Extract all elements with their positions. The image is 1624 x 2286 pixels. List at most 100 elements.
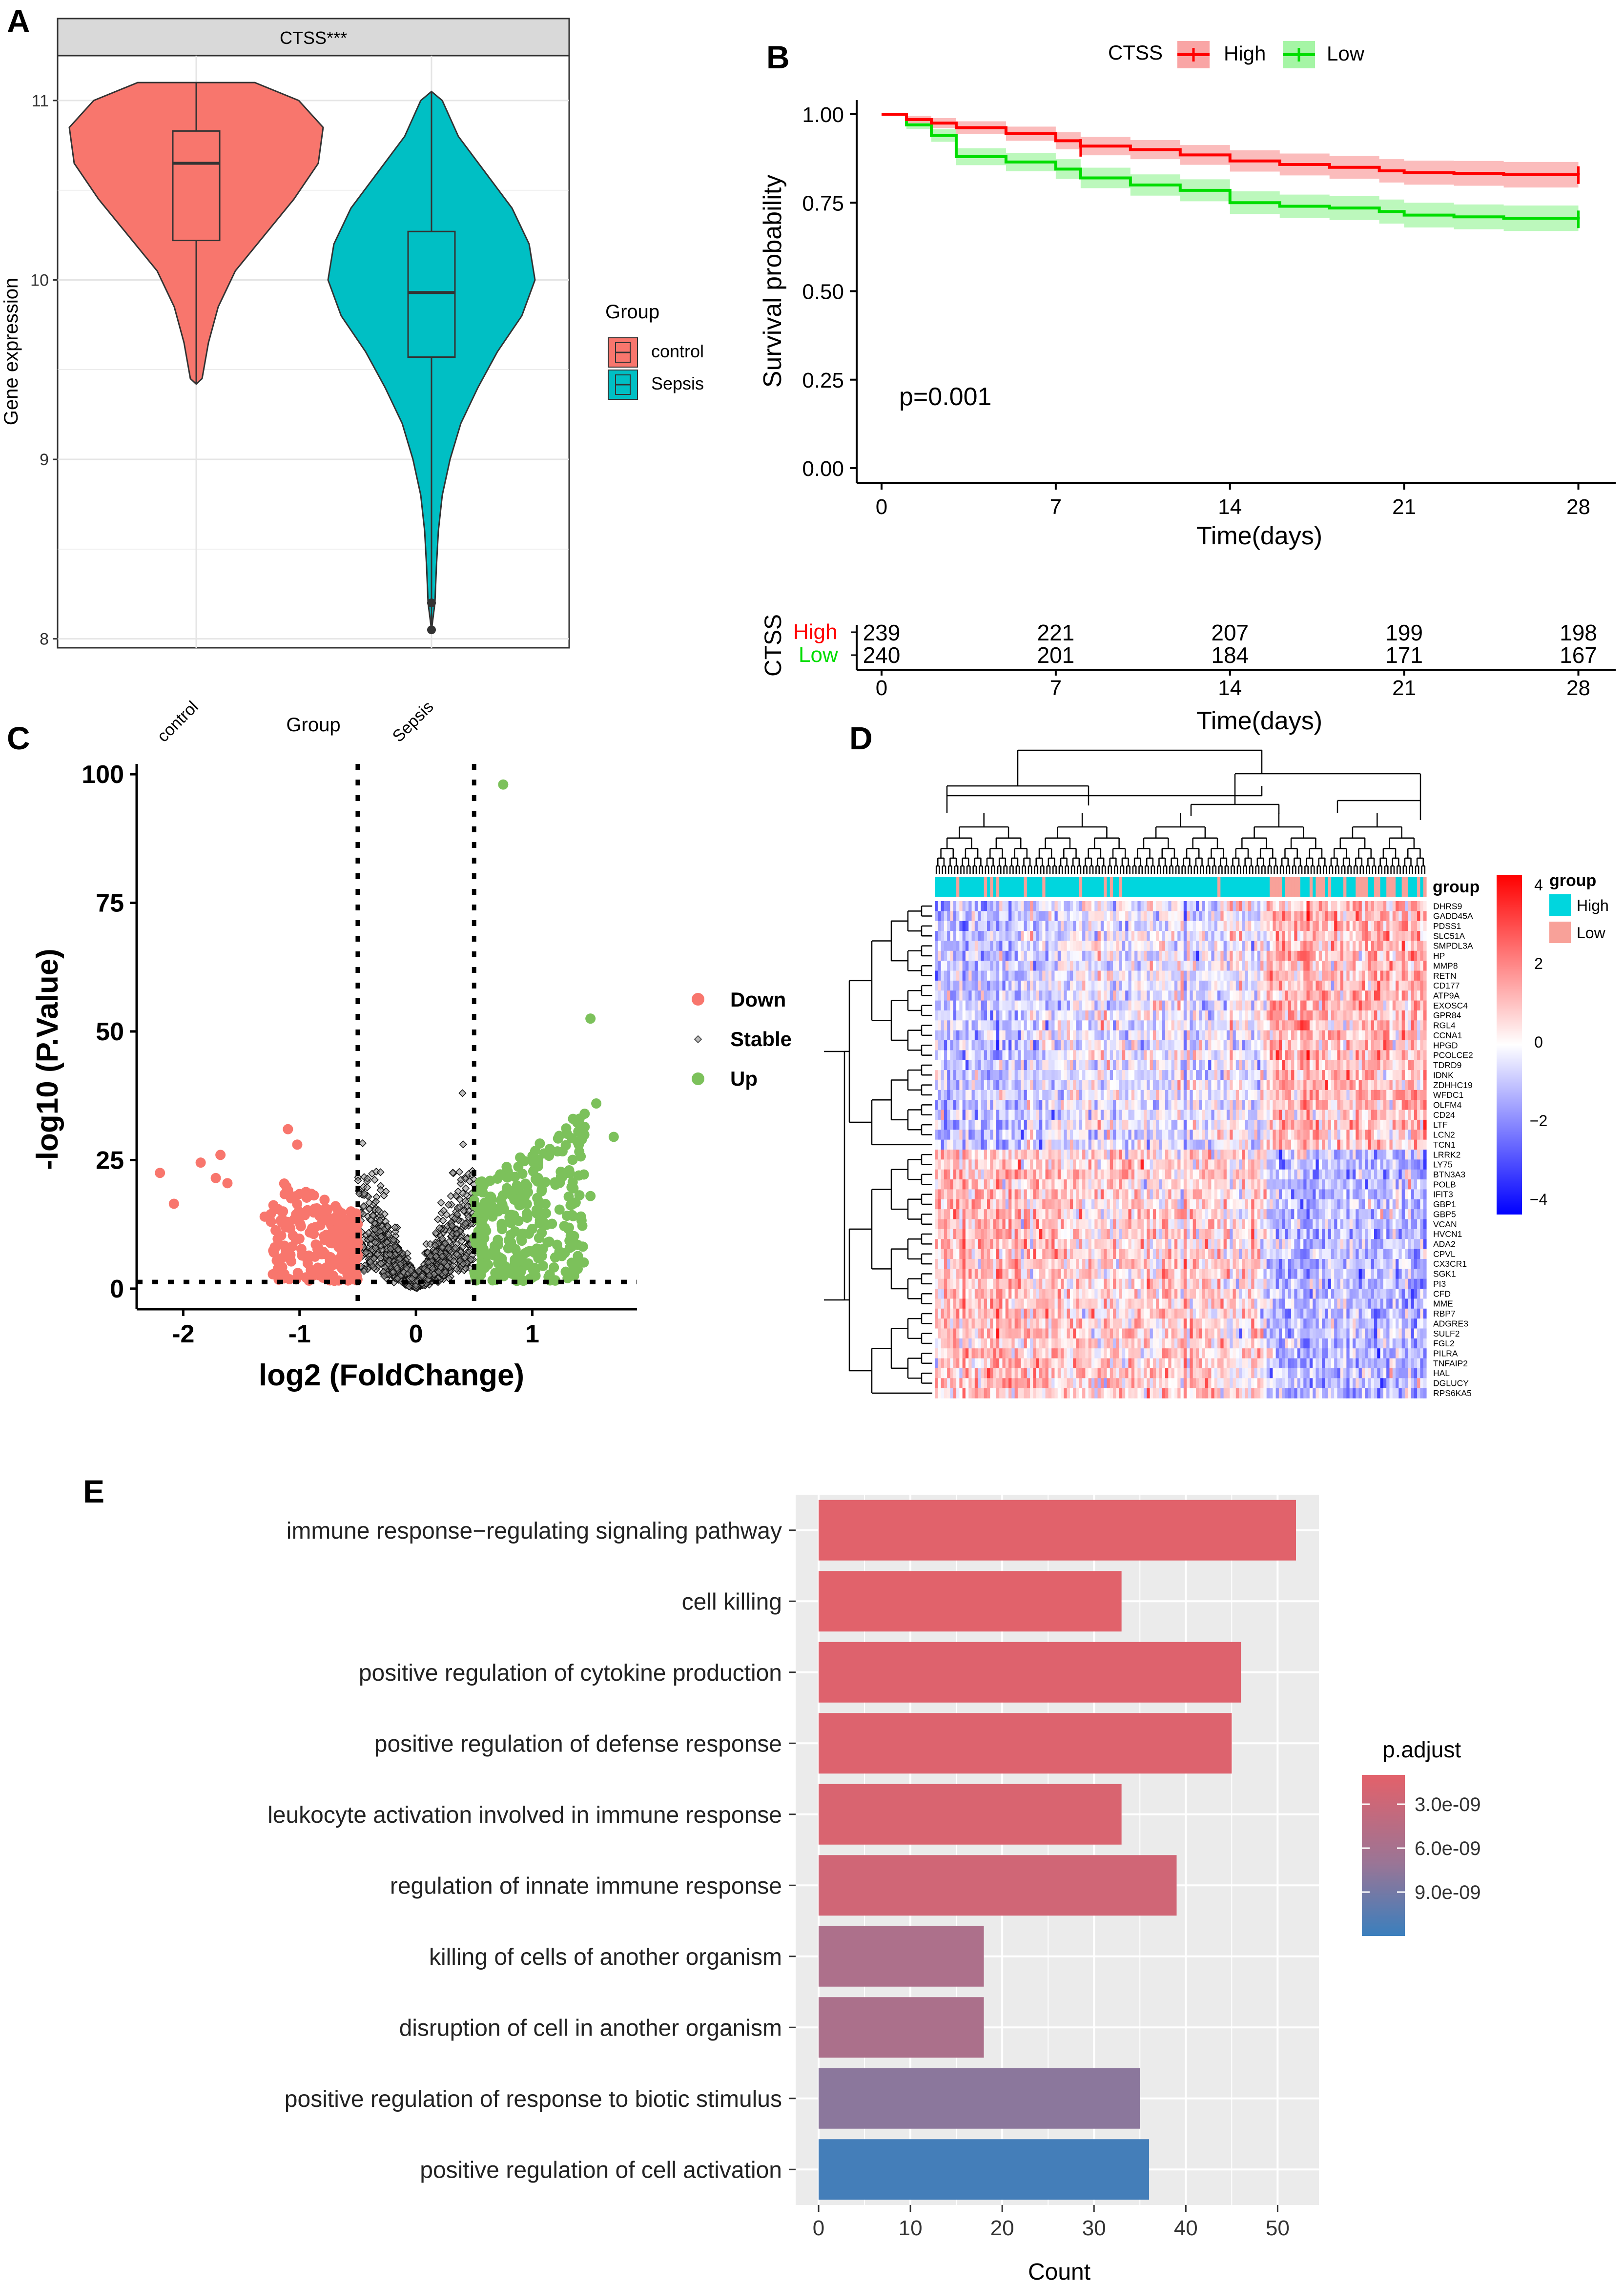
heatmap-cell: [1104, 980, 1108, 991]
heatmap-cell: [1024, 961, 1028, 971]
heatmap-cell: [999, 1010, 1003, 1021]
heatmap-cell: [1346, 1000, 1350, 1011]
down-point: [319, 1235, 330, 1245]
heatmap-cell: [1162, 990, 1166, 1001]
heatmap-cell: [1383, 941, 1387, 951]
heatmap-cell: [1242, 950, 1246, 961]
heatmap-cell: [1340, 931, 1344, 942]
heatmap-cell: [1368, 921, 1372, 931]
heatmap-cell: [1079, 911, 1083, 922]
heatmap-cell: [1404, 1020, 1408, 1031]
annotation-cell: [1045, 877, 1049, 897]
heatmap-cell: [1039, 1000, 1043, 1011]
ci-band-low: [881, 114, 1579, 232]
heatmap-cell: [1389, 1030, 1393, 1041]
heatmap-cell: [1116, 980, 1120, 991]
heatmap-cell: [1152, 1030, 1156, 1041]
heatmap-cell: [971, 921, 975, 931]
up-point: [509, 1194, 520, 1205]
heatmap-cell: [1021, 931, 1025, 942]
heatmap-cell: [941, 931, 945, 942]
heatmap-cell: [1134, 980, 1138, 991]
heatmap-cell: [1067, 1000, 1070, 1011]
heatmap-cell: [959, 921, 963, 931]
heatmap-cell: [1088, 901, 1092, 911]
heatmap-cell: [950, 921, 954, 931]
heatmap-cell: [1233, 970, 1236, 981]
heatmap-cell: [1414, 950, 1418, 961]
heatmap-cell: [1128, 961, 1132, 971]
heatmap-cell: [1343, 921, 1347, 931]
heatmap-cell: [1104, 990, 1108, 1001]
heatmap-cell: [1097, 1010, 1101, 1021]
heatmap-cell: [1202, 941, 1206, 951]
heatmap-cell: [1051, 970, 1055, 981]
heatmap-cell: [1030, 901, 1033, 911]
heatmap-cell: [1017, 1020, 1021, 1031]
heatmap-cell: [1168, 980, 1172, 991]
heatmap-cell: [1156, 931, 1160, 942]
heatmap-cell: [990, 990, 994, 1001]
heatmap-cell: [1119, 1000, 1123, 1011]
heatmap-cell: [1251, 990, 1255, 1001]
heatmap-cell: [1152, 970, 1156, 981]
heatmap-cell: [1082, 990, 1086, 1001]
heatmap-cell: [1294, 1030, 1298, 1041]
heatmap-cell: [944, 980, 947, 991]
heatmap-cell: [1008, 1010, 1012, 1021]
down-point: [292, 1268, 303, 1278]
heatmap-cell: [1270, 911, 1273, 922]
heatmap-cell: [1027, 990, 1030, 1001]
heatmap-cell: [993, 1020, 997, 1031]
risk-count-low: 201: [1037, 642, 1074, 668]
heatmap-cell: [1159, 990, 1163, 1001]
heatmap-cell: [953, 1010, 957, 1021]
heatmap-cell: [1128, 941, 1132, 951]
heatmap-cell: [1131, 1020, 1135, 1031]
heatmap-cell: [1122, 921, 1126, 931]
down-points: [155, 1124, 363, 1286]
heatmap-cell: [1368, 911, 1372, 922]
heatmap-cell: [1076, 1020, 1080, 1031]
heatmap-cell: [1091, 950, 1095, 961]
heatmap-cell: [1245, 1000, 1249, 1011]
heatmap-cell: [1245, 1010, 1249, 1021]
heatmap-cell: [1386, 1020, 1390, 1031]
heatmap-cell: [1017, 911, 1021, 922]
heatmap-cell: [956, 921, 960, 931]
heatmap-cell: [999, 961, 1003, 971]
heatmap-cell: [1217, 931, 1221, 942]
heatmap-cell: [1076, 990, 1080, 1001]
annotation-cell: [1076, 877, 1080, 897]
heatmap-cell: [1183, 970, 1187, 981]
heatmap-cell: [1205, 1010, 1209, 1021]
x-axis-label: log2 (FoldChange): [259, 1359, 524, 1392]
annotation-cell: [1404, 877, 1408, 897]
heatmap-cell: [1214, 911, 1218, 922]
heatmap-cell: [1119, 901, 1123, 911]
heatmap-cell: [1257, 970, 1261, 981]
heatmap-cell: [1143, 970, 1147, 981]
heatmap-cell: [1125, 980, 1129, 991]
annotation-cell: [1371, 877, 1375, 897]
heatmap-cell: [1285, 901, 1289, 911]
heatmap-cell: [1162, 970, 1166, 981]
heatmap-cell: [1217, 970, 1221, 981]
heatmap-cell: [959, 970, 963, 981]
axes: 0.000.250.500.751.000 7 14 21 28: [802, 100, 1616, 519]
heatmap-cell: [1054, 911, 1058, 922]
down-point: [295, 1221, 306, 1232]
heatmap-cell: [1097, 1030, 1101, 1041]
heatmap-cell: [1414, 931, 1418, 942]
x-tick-label: 1: [525, 1320, 539, 1348]
heatmap-cell: [1036, 970, 1040, 981]
heatmap-cell: [1005, 970, 1009, 981]
heatmap-cell: [1322, 1010, 1325, 1021]
heatmap-cell: [938, 1020, 942, 1031]
heatmap-cell: [1313, 1020, 1316, 1031]
heatmap-cell: [1045, 1010, 1049, 1021]
heatmap-cell: [1079, 941, 1083, 951]
heatmap-cell: [1091, 1020, 1095, 1031]
heatmap-cell: [1088, 1020, 1092, 1031]
